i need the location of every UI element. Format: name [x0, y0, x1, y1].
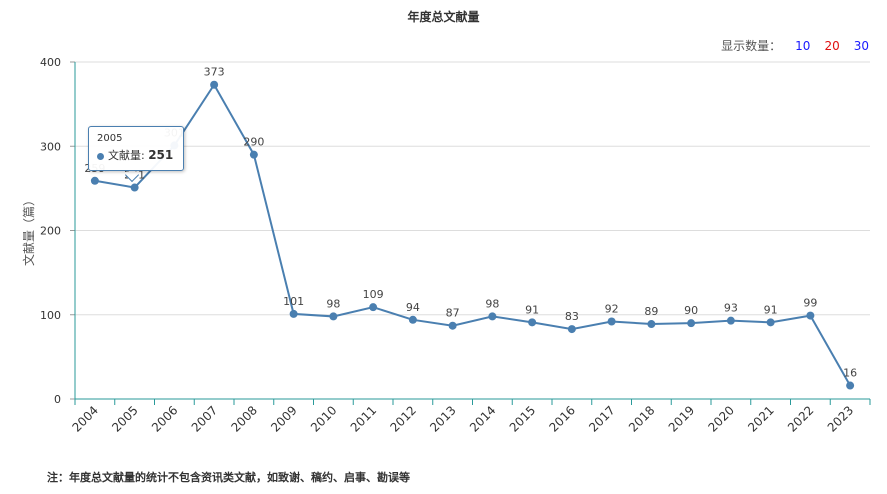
- data-point: [726, 316, 735, 325]
- x-tick-label: 2019: [666, 403, 697, 434]
- y-axis-label: 文献量（篇）: [21, 194, 36, 266]
- chart-title: 年度总文献量: [407, 10, 480, 24]
- data-point: [329, 312, 338, 321]
- data-point: [806, 311, 815, 320]
- x-tick-label: 2017: [586, 403, 617, 434]
- data-point: [766, 318, 775, 327]
- data-label: 90: [684, 304, 698, 317]
- display-count-option-20[interactable]: 20: [824, 39, 840, 53]
- data-label: 92: [605, 302, 619, 315]
- data-point: [846, 381, 855, 390]
- series-line: [94, 82, 851, 387]
- data-point: [408, 315, 417, 324]
- x-tick-label: 2008: [228, 403, 259, 434]
- y-tick-label: 400: [40, 56, 61, 69]
- data-point: [130, 183, 139, 192]
- data-label: 91: [525, 303, 539, 316]
- data-label: 290: [243, 136, 264, 149]
- data-label: 83: [565, 310, 579, 323]
- data-point: [249, 150, 258, 159]
- x-tick-label: 2005: [109, 403, 140, 434]
- data-label: 98: [326, 297, 340, 310]
- x-tick-label: 2023: [825, 403, 856, 434]
- data-point: [647, 320, 656, 329]
- x-tick-label: 2007: [189, 403, 220, 434]
- display-count-selector: 显示数量： 10 20 30: [721, 37, 869, 54]
- data-point: [567, 325, 576, 334]
- data-tooltip: 2005 文献量: 251: [88, 126, 184, 171]
- data-label: 93: [724, 302, 738, 315]
- tooltip-year: 2005: [97, 133, 123, 144]
- data-point: [210, 80, 219, 89]
- data-label: 89: [644, 305, 658, 318]
- data-label: 87: [446, 307, 460, 320]
- display-count-label: 显示数量：: [721, 39, 782, 53]
- data-label: 16: [843, 367, 857, 380]
- data-label: 99: [803, 297, 817, 310]
- data-label: 109: [363, 288, 384, 301]
- data-point: [448, 321, 457, 330]
- data-point: [528, 318, 537, 327]
- data-point: [90, 176, 99, 185]
- x-tick-label: 2013: [427, 403, 458, 434]
- data-point: [607, 317, 616, 326]
- x-tick-label: 2018: [626, 403, 657, 434]
- y-tick-label: 100: [40, 309, 61, 322]
- x-tick-label: 2004: [69, 403, 100, 434]
- x-tick-label: 2014: [467, 403, 498, 434]
- data-point: [289, 309, 298, 318]
- tooltip-separator: :: [141, 149, 149, 162]
- data-point: [369, 303, 378, 312]
- data-point: [488, 312, 497, 321]
- x-tick-label: 2012: [387, 403, 418, 434]
- data-label: 94: [406, 301, 420, 314]
- y-tick-label: 300: [40, 140, 61, 153]
- display-count-option-10[interactable]: 10: [795, 39, 811, 53]
- x-tick-label: 2011: [348, 403, 379, 434]
- x-tick-label: 2022: [785, 403, 816, 434]
- x-tick-label: 2020: [705, 403, 736, 434]
- x-tick-label: 2010: [308, 403, 339, 434]
- data-label: 101: [283, 295, 304, 308]
- x-tick-label: 2006: [149, 403, 180, 434]
- x-tick-label: 2009: [268, 403, 299, 434]
- footnote: 注：年度总文献量的统计不包含资讯类文献，如致谢、稿约、启事、勘误等: [47, 471, 410, 484]
- data-label: 98: [485, 297, 499, 310]
- display-count-option-30[interactable]: 30: [853, 39, 869, 53]
- x-tick-label: 2021: [745, 403, 776, 434]
- data-point: [687, 319, 696, 328]
- data-label: 91: [764, 303, 778, 316]
- y-tick-label: 0: [54, 393, 61, 406]
- tooltip-value: 251: [148, 148, 174, 162]
- tooltip-series-label: 文献量: [108, 149, 141, 162]
- data-label: 373: [204, 66, 225, 79]
- x-tick-label: 2016: [546, 403, 577, 434]
- x-tick-label: 2015: [507, 403, 538, 434]
- tooltip-series-marker: [97, 152, 104, 160]
- y-tick-label: 200: [40, 225, 61, 238]
